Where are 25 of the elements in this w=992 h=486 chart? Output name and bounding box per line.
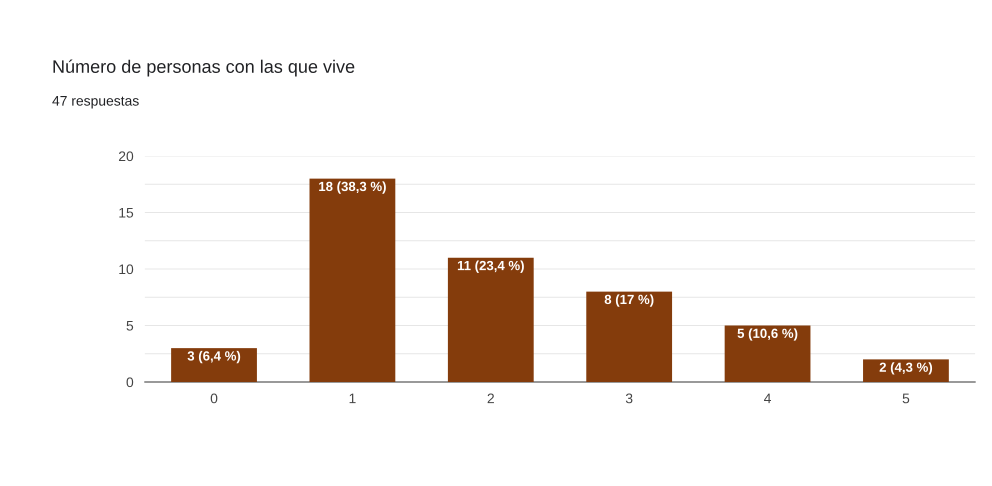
- bar: [448, 258, 534, 382]
- data-label: 18 (38,3 %): [319, 181, 386, 194]
- bar: [724, 326, 810, 382]
- chart-subtitle: 47 respuestas: [52, 96, 139, 108]
- y-tick-label: 0: [126, 377, 134, 388]
- data-label: 2 (4,3 %): [880, 362, 932, 375]
- data-label: 11 (23,4 %): [458, 260, 524, 273]
- y-tick-label: 5: [126, 320, 134, 331]
- x-tick-label: 2: [488, 393, 494, 404]
- bar: [171, 348, 257, 382]
- x-tick-label: 3: [626, 393, 632, 404]
- bar: [310, 178, 396, 382]
- x-tick-label: 5: [902, 394, 910, 404]
- x-tick-label: 0: [210, 393, 218, 404]
- data-label: 5 (10,6 %): [738, 328, 798, 341]
- chart-title: Número de personas con las que vive: [53, 59, 354, 77]
- x-tick-label: 1: [350, 394, 356, 404]
- y-tick-label: 20: [118, 151, 134, 162]
- y-tick-label: 15: [119, 208, 134, 218]
- data-label: 8 (17 %): [604, 294, 654, 307]
- x-tick-label: 4: [764, 394, 772, 404]
- bar: [586, 292, 672, 382]
- y-tick-label: 10: [119, 264, 134, 274]
- data-label: 3 (6,4 %): [188, 350, 240, 364]
- bar: [863, 359, 949, 382]
